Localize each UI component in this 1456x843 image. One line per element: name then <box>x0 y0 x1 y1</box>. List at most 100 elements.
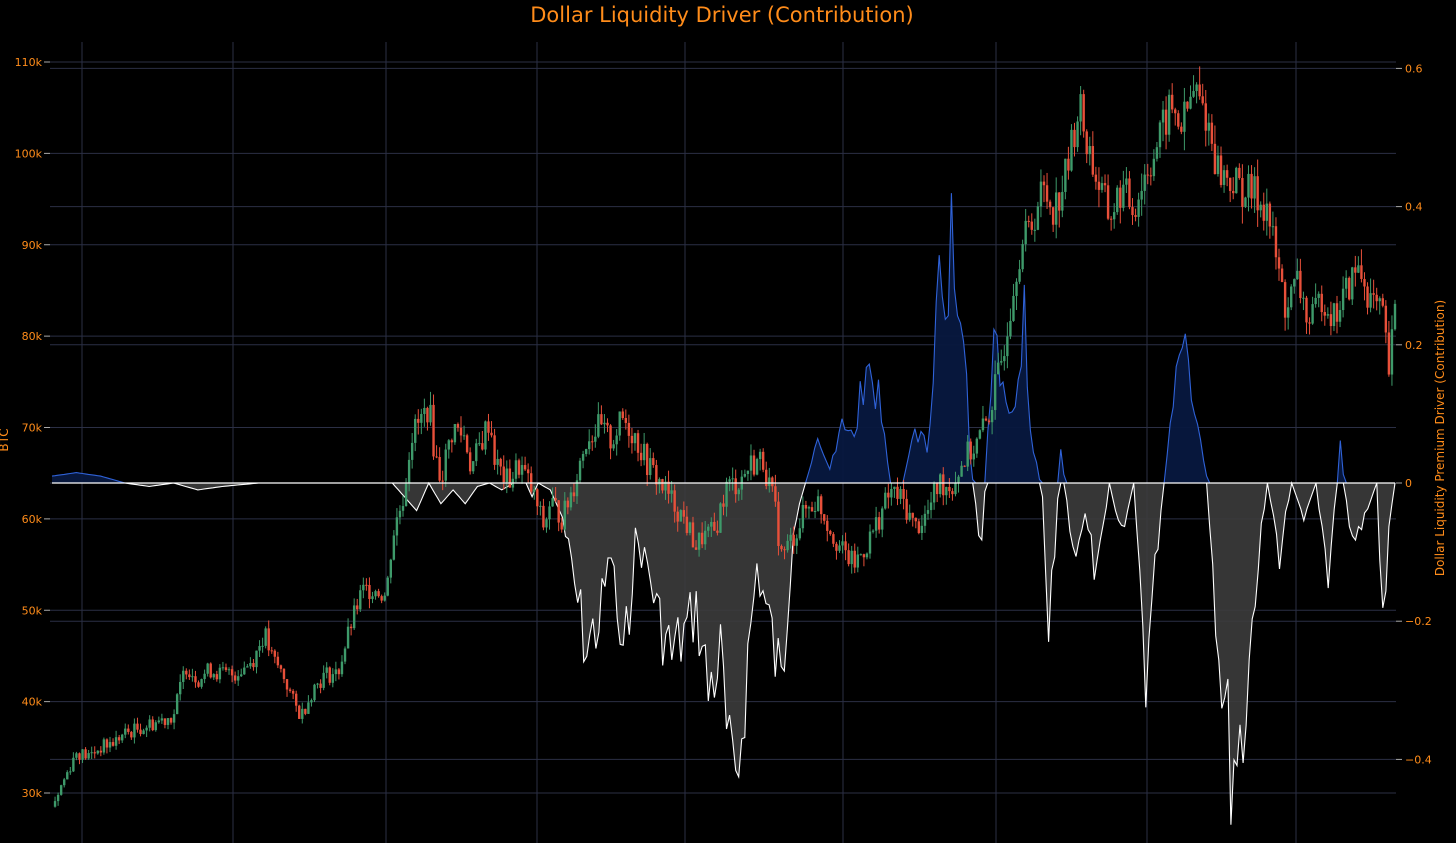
btc-candle <box>758 448 762 471</box>
btc-candle <box>472 461 475 475</box>
btc-candle <box>420 408 423 435</box>
btc-candle <box>1241 164 1244 224</box>
btc-candle <box>1085 129 1088 164</box>
btc-candle <box>191 668 194 682</box>
btc-candle <box>746 470 750 481</box>
btc-candle <box>63 777 66 788</box>
btc-candle <box>725 477 728 517</box>
btc-candle <box>874 506 878 538</box>
btc-candle <box>560 517 563 533</box>
btc-candle <box>395 508 399 546</box>
btc-candle <box>826 515 829 542</box>
btc-candle <box>401 495 405 517</box>
btc-candle <box>957 474 960 493</box>
btc-candle <box>337 668 341 680</box>
btc-candle <box>731 467 734 491</box>
btc-candle <box>795 534 798 555</box>
btc-candle <box>151 716 154 732</box>
btc-candle <box>1232 177 1235 200</box>
btc-candle <box>749 444 753 481</box>
btc-candle <box>392 530 396 561</box>
btc-candle <box>1112 203 1116 229</box>
btc-candle <box>240 668 243 678</box>
btc-candle <box>969 438 972 465</box>
btc-candle <box>1384 300 1388 344</box>
btc-candle <box>890 483 893 506</box>
btc-candle <box>905 489 908 524</box>
btc-candle <box>768 467 771 493</box>
axes: 30k 40k 50k 60k 70k 80k 90k 100k 110k −0.4 −0.2 0 0.… <box>15 56 1432 800</box>
btc-candle <box>877 511 881 534</box>
btc-candle <box>96 750 99 755</box>
btc-candle <box>676 506 679 532</box>
btc-candle <box>493 428 496 470</box>
btc-candle <box>1247 165 1250 212</box>
btc-candle <box>1256 159 1259 227</box>
btc-candle <box>975 437 979 458</box>
btc-candle <box>279 664 283 673</box>
right-tick-label: −0.2 <box>1405 615 1432 628</box>
btc-candle <box>383 592 386 602</box>
btc-candle <box>1360 249 1363 283</box>
btc-candle <box>441 470 444 491</box>
btc-candle <box>1354 255 1357 287</box>
btc-candle <box>823 513 826 525</box>
btc-candle <box>1271 211 1275 236</box>
btc-candle <box>658 477 661 494</box>
btc-candle <box>832 532 835 548</box>
btc-candle <box>600 405 603 426</box>
btc-candle <box>1006 322 1009 369</box>
btc-candle <box>929 491 933 519</box>
btc-candle <box>209 662 212 679</box>
btc-candle <box>203 669 206 684</box>
btc-candle <box>1189 85 1192 110</box>
btc-candle <box>719 502 722 533</box>
btc-candle <box>1003 345 1006 371</box>
btc-candle <box>1183 87 1186 151</box>
btc-candle <box>548 501 551 530</box>
btc-candle <box>130 730 133 740</box>
btc-candle <box>1027 215 1030 228</box>
btc-candle <box>1259 201 1262 218</box>
btc-candle <box>993 360 997 420</box>
btc-candle <box>932 481 936 510</box>
btc-candle <box>1244 196 1247 208</box>
btc-candle <box>862 553 866 567</box>
btc-candle <box>90 746 93 760</box>
btc-candle <box>465 433 469 454</box>
btc-candle <box>871 529 875 534</box>
btc-candle <box>117 734 121 745</box>
btc-candle <box>594 424 597 448</box>
btc-candle <box>505 460 508 494</box>
btc-candle <box>1067 146 1070 180</box>
btc-candle <box>224 663 228 672</box>
btc-candle <box>1015 278 1018 311</box>
btc-candle <box>734 469 737 503</box>
btc-candle <box>270 646 273 654</box>
left-tick-label: 30k <box>22 787 43 800</box>
btc-candle <box>1296 258 1299 280</box>
btc-candle <box>444 443 447 487</box>
btc-candle <box>59 784 63 796</box>
btc-candle <box>1219 146 1223 188</box>
btc-candle <box>398 505 402 525</box>
btc-candle <box>325 662 328 679</box>
btc-candle <box>981 405 985 433</box>
btc-candle <box>682 501 686 524</box>
btc-candle <box>1311 296 1314 325</box>
btc-candle <box>1198 66 1201 100</box>
btc-candle <box>588 429 591 455</box>
btc-candle <box>847 543 850 567</box>
btc-candle <box>154 720 157 732</box>
btc-candle <box>432 394 435 460</box>
btc-candle <box>380 594 383 604</box>
btc-candle <box>621 408 624 420</box>
btc-candle <box>84 747 87 760</box>
btc-candle <box>1293 278 1296 294</box>
btc-candle <box>765 461 768 490</box>
right-tick-label: 0 <box>1405 477 1412 490</box>
btc-candle <box>694 540 698 550</box>
btc-candle <box>310 698 313 707</box>
btc-candle <box>1024 208 1027 252</box>
btc-candle <box>1213 125 1217 175</box>
